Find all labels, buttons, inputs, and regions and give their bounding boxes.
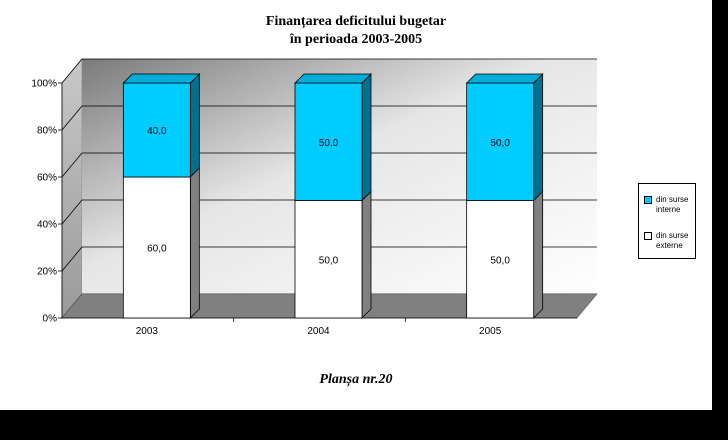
data-label-2004-externe: 50,0: [319, 255, 339, 266]
bar-2005-externe-side: [533, 190, 544, 319]
y-tick-label: 0%: [43, 314, 58, 325]
legend-swatch-externe: [644, 232, 652, 240]
gridline: [61, 58, 597, 84]
side-wall: [61, 58, 83, 319]
y-tick-label: 60%: [37, 173, 57, 184]
bar-2003-interne-side: [189, 73, 200, 178]
bar-2004-externe: [294, 200, 363, 319]
data-label-2003-interne: 40,0: [147, 126, 167, 137]
y-tick-label: 20%: [37, 267, 57, 278]
chart-title-line-1: Finanțarea deficitului bugetar: [265, 14, 447, 29]
x-tick-label-2005: 2005: [479, 326, 502, 337]
gridline: [61, 199, 597, 225]
bar-2004-externe-side: [361, 190, 372, 319]
bar-2005-externe: [466, 200, 535, 319]
x-tick-label-2003: 2003: [136, 326, 159, 337]
plate-caption: Planșa nr.20: [319, 372, 393, 387]
bar-2004-interne: [294, 82, 363, 201]
legend-label-externe: din surse externe: [656, 231, 689, 250]
chart-title: Finanțarea deficitului bugetar în perioa…: [0, 13, 712, 49]
bar-2005-interne-top: [465, 73, 544, 84]
legend-swatch-interne: [644, 196, 652, 204]
bar-2005-interne-side: [533, 73, 544, 202]
legend: din surse interne din surse externe: [638, 183, 696, 259]
bar-2004-interne-side: [361, 73, 372, 202]
gridline: [61, 105, 597, 131]
data-label-2005-interne: 50,0: [490, 138, 510, 149]
bar-2003-interne-top: [122, 73, 201, 84]
y-tick-label: 100%: [31, 79, 57, 90]
gridline: [61, 246, 597, 272]
x-tick-label-2004: 2004: [307, 326, 330, 337]
data-label-2005-externe: 50,0: [490, 255, 510, 266]
gridline: [61, 152, 597, 178]
y-tick-label: 40%: [37, 220, 57, 231]
chart-title-line-2: în perioada 2003-2005: [289, 32, 423, 47]
data-label-2003-externe: 60,0: [147, 244, 167, 255]
legend-label-interne: din surse interne: [656, 195, 689, 214]
data-label-2004-interne: 50,0: [319, 138, 339, 149]
y-tick-label: 80%: [37, 126, 57, 137]
chart-plot: 0% 20% 40% 60% 80% 100% 60,0 40,0 2003 50,0 50,0 20…: [31, 58, 598, 337]
bar-2003-interne: [122, 82, 191, 178]
bar-2004-interne-top: [294, 73, 372, 84]
page: Finanțarea deficitului bugetar în perioa…: [0, 0, 712, 410]
bar-2003-externe-side: [189, 167, 200, 319]
